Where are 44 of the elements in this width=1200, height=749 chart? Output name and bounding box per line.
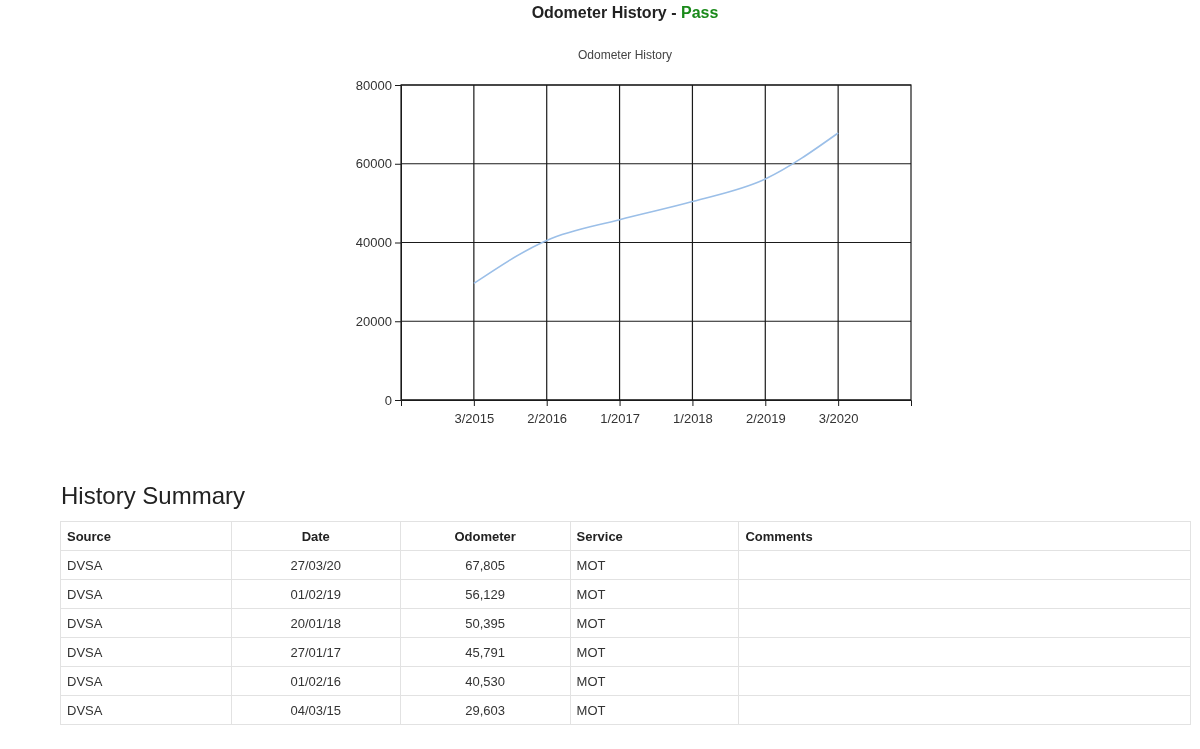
y-tick-label: 0: [384, 392, 392, 408]
x-tick-label: 3/2015: [454, 410, 495, 426]
text: DVSA: [60, 579, 232, 609]
text: 27/01/17: [231, 637, 401, 667]
text: Service: [570, 521, 739, 551]
text: DVSA: [60, 666, 232, 696]
text: MOT: [570, 695, 739, 725]
y-tick-label: 80000: [355, 77, 392, 93]
text: MOT: [570, 579, 739, 609]
x-tick-label: 1/2018: [673, 410, 713, 426]
text: MOT: [570, 550, 739, 580]
y-tick-label: 20000: [355, 313, 392, 329]
x-tick-label: 2/2019: [745, 410, 786, 426]
text: 01/02/16: [231, 666, 401, 696]
text: 04/03/15: [231, 695, 401, 725]
x-tick-label: 2/2016: [527, 410, 568, 426]
text: 67,805: [400, 550, 571, 580]
text: Source: [60, 521, 232, 551]
chart-subtitle: Odometer History: [577, 48, 673, 62]
text: 29,603: [400, 695, 571, 725]
text: 27/03/20: [231, 550, 401, 580]
text: 45,791: [400, 637, 571, 667]
y-tick-label: 40000: [355, 235, 392, 251]
chart-title: Odometer History - Pass: [531, 4, 719, 21]
x-tick-label: 1/2017: [600, 410, 640, 426]
text: 20/01/18: [231, 608, 401, 638]
x-tick-label: 3/2020: [818, 410, 859, 426]
text: DVSA: [60, 695, 232, 725]
text: Odometer: [400, 521, 571, 551]
text: MOT: [570, 666, 739, 696]
text: DVSA: [60, 550, 232, 580]
text: History Summary: [61, 481, 246, 511]
text: 01/02/19: [231, 579, 401, 609]
text: 40,530: [400, 666, 571, 696]
text: MOT: [570, 608, 739, 638]
text: 56,129: [400, 579, 571, 609]
line-series: [473, 132, 839, 285]
y-tick-label: 60000: [355, 156, 392, 172]
text: DVSA: [60, 608, 232, 638]
text: DVSA: [60, 637, 232, 667]
text: Date: [231, 521, 401, 551]
text: 50,395: [400, 608, 571, 638]
text: MOT: [570, 637, 739, 667]
text: Comments: [738, 521, 1191, 551]
